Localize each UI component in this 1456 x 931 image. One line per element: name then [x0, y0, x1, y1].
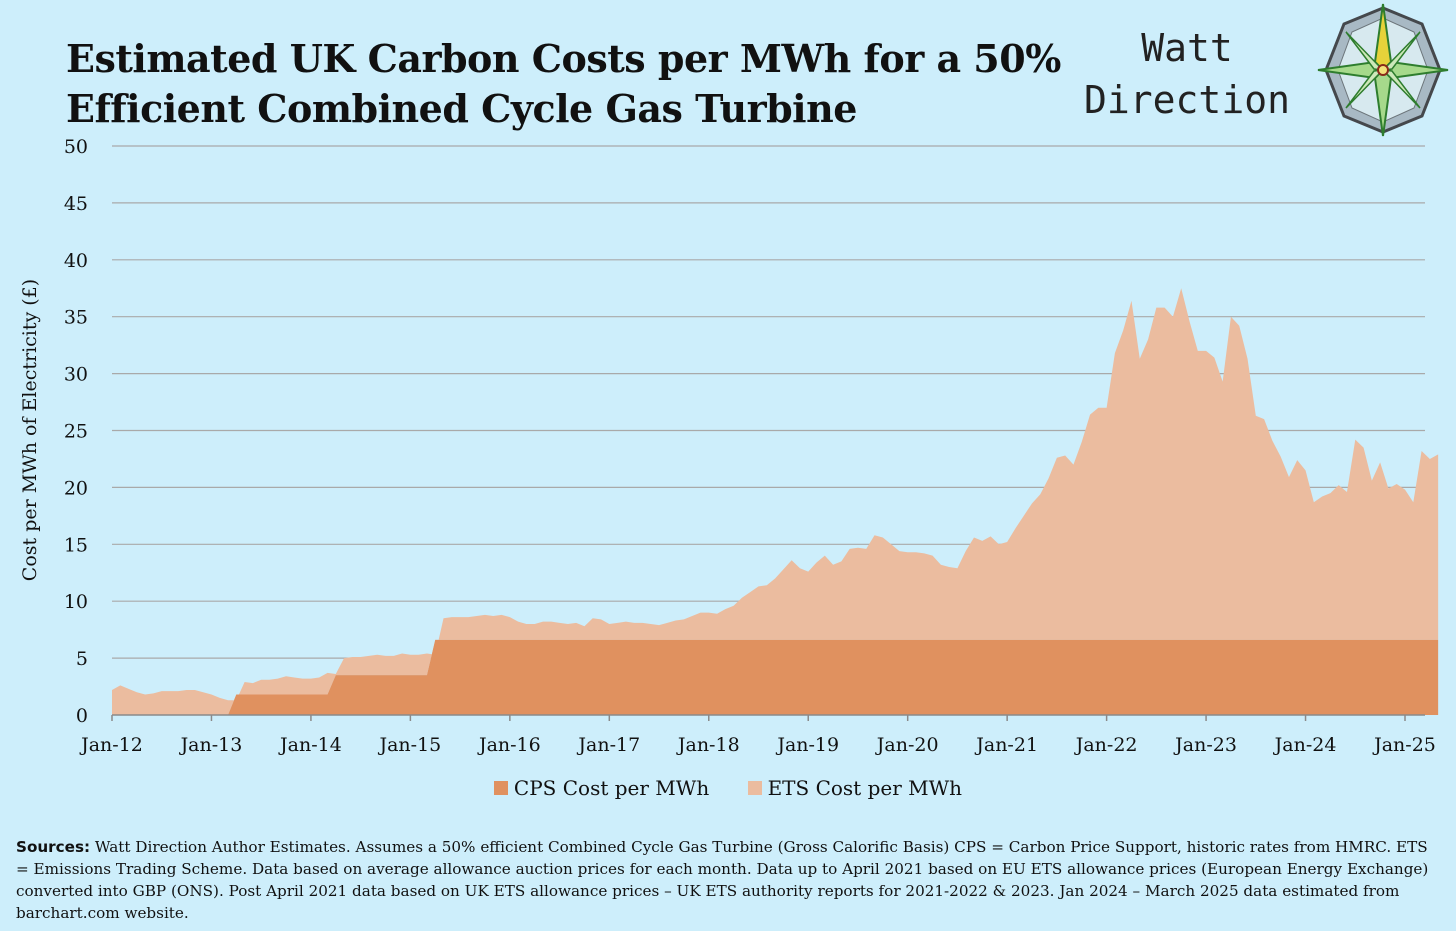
- y-tick-label: 10: [64, 591, 88, 613]
- sources-text: Watt Direction Author Estimates. Assumes…: [16, 838, 1429, 922]
- y-tick-label: 45: [64, 193, 88, 215]
- legend-item-ets: ETS Cost per MWh: [747, 776, 963, 800]
- series-cps-area: [112, 639, 1439, 715]
- compass-logo-icon: [1317, 3, 1449, 137]
- legend-label-cps: CPS Cost per MWh: [513, 776, 710, 800]
- x-tick-label: Jan-24: [1273, 734, 1337, 756]
- sources-label: Sources:: [16, 838, 91, 856]
- grid-lines: [112, 145, 1425, 659]
- brand-logo-line-1: Watt: [1141, 26, 1233, 70]
- y-tick-label: 15: [64, 534, 88, 556]
- x-tick-label: Jan-20: [875, 734, 939, 756]
- y-tick-label: 50: [64, 136, 88, 158]
- y-tick-label: 5: [76, 648, 88, 670]
- chart-series: [112, 288, 1439, 715]
- chart-title: Estimated UK Carbon Costs per MWh for a …: [66, 34, 1066, 134]
- legend-swatch-ets: [747, 781, 762, 795]
- brand-logo-text: Watt Direction: [1062, 22, 1312, 126]
- y-tick-label: 30: [64, 364, 88, 386]
- y-axis-label: Cost per MWh of Electricity (£): [19, 279, 41, 581]
- legend-label-ets: ETS Cost per MWh: [767, 776, 963, 800]
- brand-logo-line-2: Direction: [1084, 78, 1290, 122]
- series-ets-area: [112, 288, 1439, 715]
- y-tick-label: 0: [76, 705, 88, 727]
- x-tick-label: Jan-17: [576, 734, 640, 756]
- x-tick-label: Jan-23: [1173, 734, 1237, 756]
- x-tick-label: Jan-18: [676, 734, 740, 756]
- x-tick-label: Jan-13: [179, 734, 243, 756]
- x-tick-label: Jan-19: [775, 734, 839, 756]
- chart-title-line-2: Efficient Combined Cycle Gas Turbine: [66, 86, 857, 131]
- x-tick-label: Jan-22: [1074, 734, 1138, 756]
- chart-legend: CPS Cost per MWh ETS Cost per MWh: [0, 776, 1456, 800]
- x-tick-label: Jan-21: [974, 734, 1038, 756]
- legend-swatch-cps: [493, 781, 508, 795]
- x-tick-label: Jan-16: [477, 734, 541, 756]
- chart-title-line-1: Estimated UK Carbon Costs per MWh for a …: [66, 36, 1061, 81]
- chart-axes: 0 5 10 15 20 25 30 35 40 45 50 Jan-12 Jan-13 Jan-14 Ja…: [64, 136, 1436, 756]
- y-tick-label: 40: [64, 250, 88, 272]
- x-tick-label: Jan-14: [278, 734, 342, 756]
- x-tick-label: Jan-12: [79, 734, 143, 756]
- y-tick-label: 35: [64, 307, 88, 329]
- x-tick-label: Jan-25: [1372, 734, 1436, 756]
- sources-note: Sources: Watt Direction Author Estimates…: [16, 836, 1436, 924]
- legend-item-cps: CPS Cost per MWh: [493, 776, 710, 800]
- x-tick-label: Jan-15: [377, 734, 441, 756]
- y-tick-label: 20: [64, 477, 88, 499]
- y-tick-label: 25: [64, 421, 88, 443]
